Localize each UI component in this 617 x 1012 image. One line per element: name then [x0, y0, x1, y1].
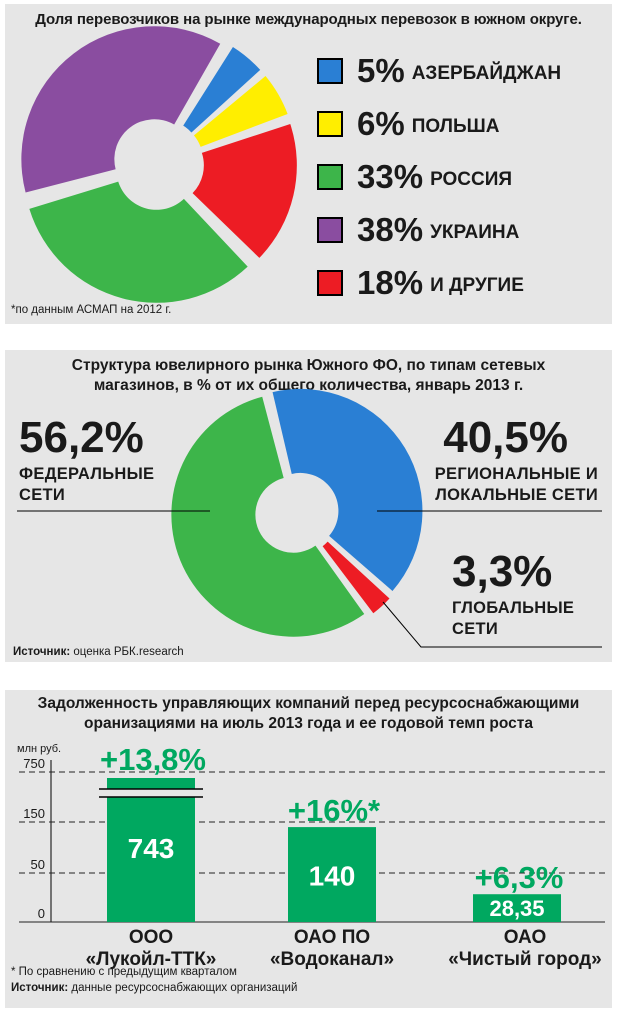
pie-slice-и-другие: [192, 124, 297, 258]
y-tick-750: 750: [23, 756, 45, 771]
pie-slice-россия: [29, 181, 248, 303]
jewelry-source: Источник: оценка РБК.research: [13, 646, 184, 658]
legend-swatch: [317, 270, 343, 296]
legend-percent: 5%: [357, 52, 405, 89]
pie-slice-украина: [21, 26, 221, 193]
bar-value-label-3: 28,35: [489, 896, 544, 921]
jewelry-chart-title-line2: магазинов, в % от их общего количества, …: [93, 377, 524, 394]
legend-swatch: [317, 164, 343, 190]
legend-item-азербайджан: 5% АЗЕРБАЙДЖАН: [317, 54, 561, 88]
debt-source: Источник: данные ресурсоснабжающих орган…: [11, 982, 297, 994]
legend-item-и-другие: 18% И ДРУГИЕ: [317, 266, 524, 300]
legend-label: РОССИЯ: [430, 169, 513, 190]
debt-bar-chart: млн руб.750 150 50 0 743 +13,8% ООО«Лукойл-ТТК…: [17, 742, 605, 970]
category-label-2-line1: ОАО ПО: [294, 927, 370, 948]
bar-value-label-2: 140: [309, 861, 356, 892]
carriers-chart-title: Доля перевозчиков на рынке международных…: [35, 11, 582, 28]
global-leader-line: [382, 601, 602, 648]
jewelry-chart-title-line1: Структура ювелирного рынка Южного ФО, по…: [71, 357, 546, 374]
debt-bars: млн руб.750 150 50 0 743 +13,8% ООО«Лукойл-ТТК…: [17, 742, 605, 970]
bar-1: [107, 778, 195, 922]
jewelry-donut: [171, 388, 423, 637]
y-axis-unit-label: млн руб.: [17, 743, 61, 755]
legend-label: УКРАИНА: [430, 222, 520, 243]
carriers-donut: [21, 26, 297, 303]
legend-item-польша: 6% ПОЛЬША: [317, 107, 499, 141]
bar-2: [288, 827, 376, 922]
global-caption-line2: СЕТИ: [452, 620, 499, 638]
legend-item-россия: 33% РОССИЯ: [317, 160, 512, 194]
legend-percent: 18%: [357, 264, 424, 301]
y-tick-150: 150: [23, 806, 45, 821]
legend-swatch: [317, 217, 343, 243]
regional-percent: 40,5%: [443, 413, 568, 462]
category-label-3-line1: ОАО: [504, 927, 547, 948]
debt-footnote: * По сравнению с предыдущим кварталом: [11, 966, 237, 978]
jewelry-donut-chart: [17, 388, 602, 648]
regional-caption-line2: ЛОКАЛЬНЫЕ СЕТИ: [435, 486, 598, 504]
global-percent: 3,3%: [452, 547, 553, 596]
debt-chart-title-line2: оранизациями на июль 2013 года и ее годо…: [84, 715, 533, 732]
debt-source-label: Источник:: [11, 982, 69, 994]
regional-caption-line1: РЕГИОНАЛЬНЫЕ И: [434, 465, 598, 483]
category-label-2-line2: «Водоканал»: [270, 949, 394, 970]
legend-percent: 38%: [357, 211, 424, 248]
panel-debt-bars: Задолженность управляющих компаний перед…: [5, 690, 612, 1008]
pie-slice-федеральные-сети: [171, 396, 365, 637]
panel-carriers-share: Доля перевозчиков на рынке международных…: [5, 4, 612, 324]
pie-slice-региональные-и-локальные-сети: [272, 388, 423, 591]
debt-chart-title-line1: Задолженность управляющих компаний перед…: [37, 695, 580, 712]
legend-percent: 6%: [357, 105, 405, 142]
growth-label-2: +16%*: [288, 793, 381, 828]
legend-swatch: [317, 111, 343, 137]
growth-label-1: +13,8%: [100, 742, 206, 777]
jewelry-source-text: оценка РБК.research: [70, 646, 184, 658]
bar-value-label-1: 743: [128, 833, 175, 864]
carriers-footnote: *по данным АСМАП на 2012 г.: [11, 304, 172, 316]
panel-jewelry-market: Структура ювелирного рынка Южного ФО, по…: [5, 350, 612, 662]
pie-slice-польша: [193, 76, 288, 147]
legend-label: И ДРУГИЕ: [430, 275, 524, 296]
category-label-1-line1: ООО: [129, 927, 173, 948]
category-label-3-line2: «Чистый город»: [448, 949, 602, 970]
legend-label: АЗЕРБАЙДЖАН: [411, 63, 562, 84]
legend-percent: 33%: [357, 158, 424, 195]
federal-caption-line2: СЕТИ: [19, 486, 66, 504]
pie-slice-глобальные-сети: [322, 541, 390, 614]
global-caption-line1: ГЛОБАЛЬНЫЕ: [452, 599, 575, 617]
legend-swatch: [317, 58, 343, 84]
growth-label-3: +6,3%: [475, 860, 564, 895]
category-label-1-line2: «Лукойл-ТТК»: [86, 949, 217, 970]
bar-3: [473, 894, 561, 922]
jewelry-source-label: Источник:: [13, 646, 71, 658]
federal-percent: 56,2%: [19, 413, 144, 462]
legend-item-украина: 38% УКРАИНА: [317, 213, 519, 247]
legend-label: ПОЛЬША: [411, 116, 500, 137]
carriers-donut-chart: [21, 26, 297, 303]
pie-slice-азербайджан: [183, 46, 261, 133]
axis-break-gap: [101, 789, 201, 797]
y-tick-50: 50: [31, 857, 45, 872]
debt-source-text: данные ресурсоснабжающих организаций: [68, 982, 298, 994]
federal-caption-line1: ФЕДЕРАЛЬНЫЕ: [19, 465, 155, 483]
y-tick-0: 0: [38, 906, 45, 921]
